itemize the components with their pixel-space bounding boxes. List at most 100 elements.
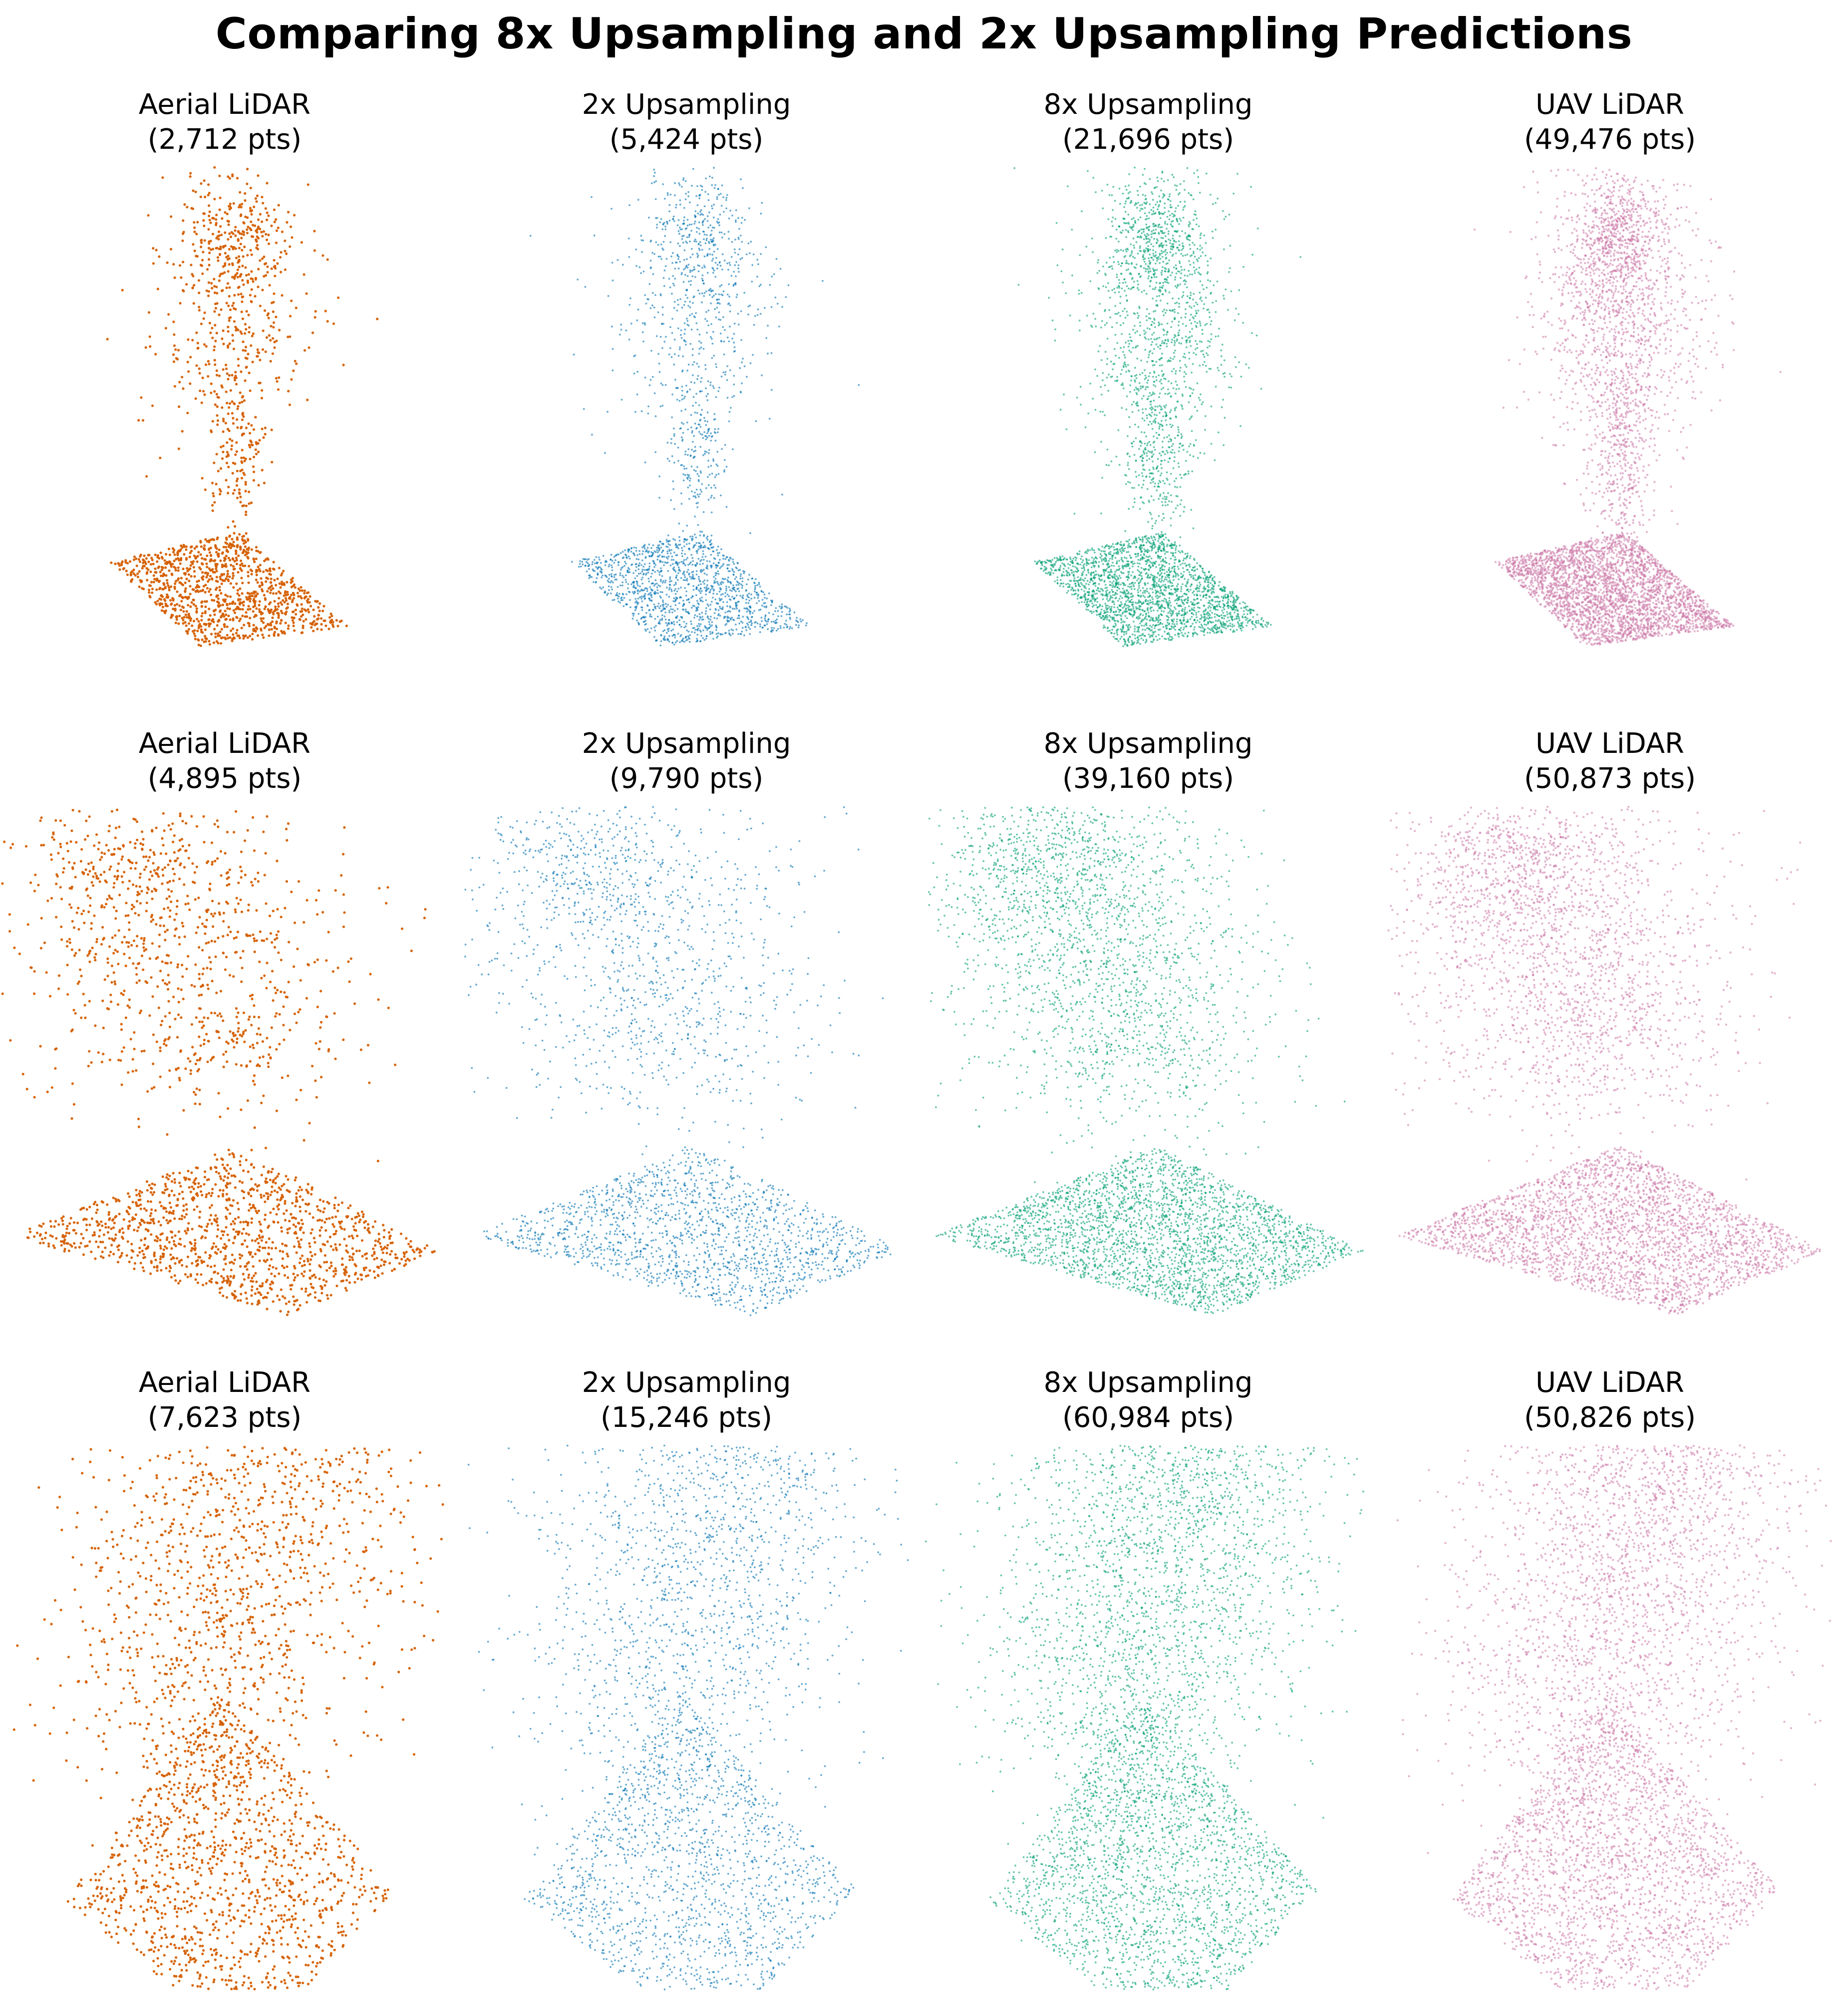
lidar-point: [1155, 379, 1158, 381]
lidar-point: [269, 570, 272, 573]
lidar-point: [658, 550, 660, 552]
lidar-point: [177, 622, 180, 625]
lidar-point: [255, 607, 258, 610]
lidar-point: [621, 551, 624, 553]
lidar-point: [226, 575, 229, 578]
lidar-point: [710, 432, 712, 434]
lidar-point: [1196, 258, 1198, 261]
lidar-point: [710, 302, 712, 305]
lidar-point: [731, 337, 733, 340]
lidar-point: [751, 264, 754, 266]
lidar-point: [233, 320, 236, 323]
lidar-point: [212, 492, 215, 495]
lidar-point: [693, 632, 696, 634]
lidar-point: [252, 624, 255, 627]
lidar-point: [691, 275, 694, 278]
lidar-point: [1203, 303, 1206, 305]
lidar-point: [691, 490, 693, 493]
lidar-point: [654, 583, 656, 585]
lidar-point: [712, 588, 715, 591]
lidar-point: [1101, 320, 1103, 323]
lidar-point: [254, 416, 257, 419]
lidar-point: [1173, 266, 1175, 269]
lidar-point: [748, 207, 750, 209]
lidar-point: [701, 596, 703, 599]
lidar-point: [279, 256, 282, 259]
lidar-point: [638, 553, 641, 555]
lidar-point: [1141, 208, 1144, 210]
lidar-point: [653, 175, 655, 177]
lidar-point: [1186, 451, 1189, 453]
lidar-point: [680, 421, 683, 424]
lidar-point: [204, 591, 207, 594]
lidar-point: [237, 405, 240, 408]
lidar-point: [241, 413, 244, 416]
lidar-point: [660, 635, 662, 637]
lidar-point: [207, 258, 211, 261]
lidar-point: [232, 541, 235, 544]
lidar-point: [692, 585, 694, 587]
lidar-point: [158, 255, 161, 258]
lidar-point: [703, 579, 706, 582]
lidar-point: [208, 204, 211, 207]
lidar-point: [243, 635, 246, 638]
lidar-point: [252, 610, 255, 613]
lidar-point: [1087, 549, 1089, 551]
lidar-point: [698, 265, 700, 267]
lidar-point: [702, 629, 704, 632]
lidar-point: [206, 587, 209, 590]
lidar-point: [275, 218, 278, 221]
lidar-point: [689, 301, 691, 303]
lidar-point: [668, 550, 671, 552]
lidar-point: [680, 561, 682, 563]
panel-title: 8x Upsampling (21,696 pts): [924, 87, 1373, 157]
lidar-point: [741, 622, 744, 624]
lidar-point: [272, 321, 276, 324]
lidar-point: [667, 555, 670, 558]
lidar-point: [654, 571, 656, 573]
lidar-point: [684, 198, 687, 201]
lidar-point: [242, 415, 245, 418]
lidar-point: [695, 427, 697, 430]
lidar-point: [684, 608, 687, 611]
lidar-point: [706, 574, 708, 576]
lidar-point: [214, 363, 217, 366]
lidar-point: [248, 490, 251, 493]
lidar-point: [219, 247, 222, 251]
lidar-point: [1231, 375, 1232, 377]
lidar-point: [1229, 267, 1231, 269]
lidar-point: [256, 348, 259, 351]
lidar-point: [1161, 342, 1163, 344]
lidar-point: [218, 634, 221, 637]
lidar-point: [228, 319, 231, 322]
lidar-point: [634, 601, 636, 604]
lidar-point: [706, 220, 709, 222]
lidar-point: [718, 613, 720, 615]
lidar-point: [612, 348, 614, 350]
lidar-point: [271, 620, 274, 623]
lidar-point: [241, 504, 244, 508]
lidar-point: [284, 592, 287, 595]
lidar-point: [188, 617, 191, 620]
lidar-point: [190, 601, 193, 604]
lidar-point: [227, 175, 230, 178]
lidar-point: [644, 294, 646, 296]
lidar-point: [265, 558, 268, 561]
lidar-point: [696, 231, 698, 233]
lidar-point: [785, 620, 787, 622]
lidar-point: [217, 396, 220, 399]
lidar-point: [204, 635, 207, 638]
lidar-point: [672, 218, 674, 220]
lidar-point: [154, 352, 157, 356]
figure-title: Comparing 8x Upsampling and 2x Upsamplin…: [0, 9, 1848, 59]
lidar-point: [699, 623, 702, 626]
lidar-point: [1202, 353, 1205, 355]
lidar-point: [273, 340, 276, 343]
lidar-point: [732, 629, 734, 632]
lidar-point: [708, 435, 710, 437]
lidar-point: [165, 553, 168, 556]
lidar-point: [630, 583, 632, 586]
lidar-point: [724, 624, 726, 626]
lidar-point: [272, 337, 275, 340]
lidar-point: [194, 605, 197, 608]
